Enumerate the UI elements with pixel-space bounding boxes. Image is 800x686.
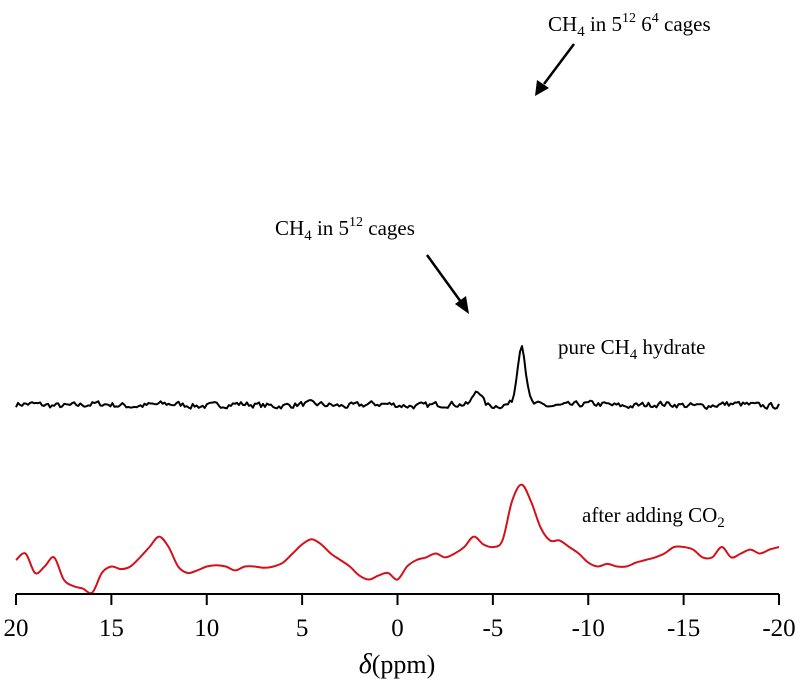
x-tick-label: 5 xyxy=(296,615,309,642)
series-label-co2: after adding CO2 xyxy=(582,503,725,531)
arrowhead-small-cage xyxy=(455,296,469,314)
series-line-pure xyxy=(15,345,780,410)
x-tick-label: -20 xyxy=(762,615,795,642)
series-label-pure: pure CH4 hydrate xyxy=(558,335,705,363)
series-layer xyxy=(15,345,780,595)
x-tick-label: 0 xyxy=(391,615,404,642)
annotation-large-cage: CH4 in 512 64 cages xyxy=(548,11,711,40)
series-line-co2 xyxy=(15,483,780,595)
annotation-small-cage: CH4 in 512 cages xyxy=(275,215,415,244)
x-tick-label: -5 xyxy=(482,615,503,642)
x-axis-ticks: 20 15 10 5 0 -5 -10 -15 -20 xyxy=(4,594,796,642)
x-tick-label: 10 xyxy=(194,615,219,642)
x-tick-label: 20 xyxy=(4,615,29,642)
x-tick-label: -15 xyxy=(667,615,700,642)
x-axis-label: δ(ppm) xyxy=(359,649,436,680)
arrow-small-cage xyxy=(425,254,463,303)
x-tick-label: 15 xyxy=(99,615,124,642)
arrow-large-cage xyxy=(543,43,575,85)
x-tick-label: -10 xyxy=(572,615,605,642)
arrowhead-large-cage xyxy=(535,80,549,96)
